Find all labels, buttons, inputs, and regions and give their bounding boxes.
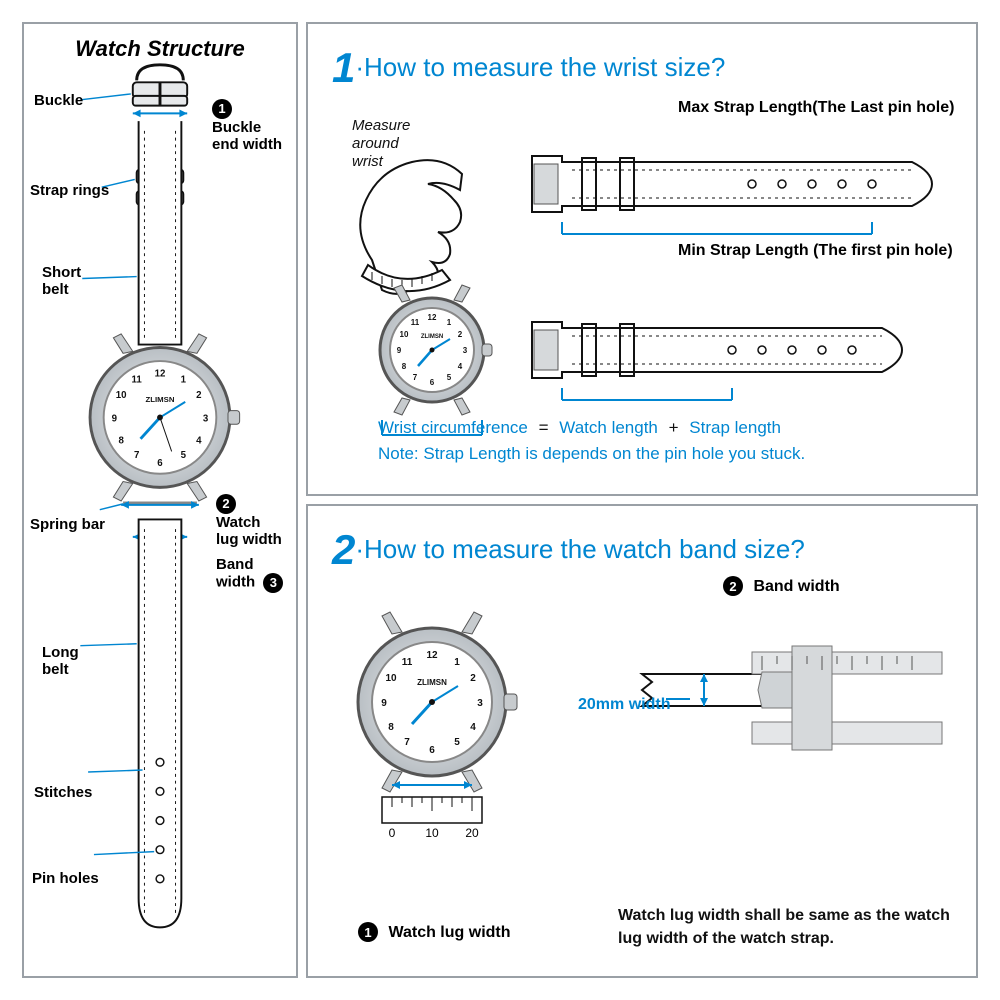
svg-text:9: 9 [381,698,387,709]
svg-text:10: 10 [400,330,409,339]
svg-text:2: 2 [470,673,476,684]
svg-text:10: 10 [116,390,127,401]
svg-text:1: 1 [181,374,187,385]
label-long-belt: Long belt [42,644,79,678]
label-spring-bar: Spring bar [30,516,105,533]
section-wrist-size: 1·How to measure the wrist size? Measure [306,22,978,496]
label-short-belt: Short belt [42,264,81,298]
tick-0: 0 [389,826,396,840]
section1-diagram: Measure around wrist [332,110,952,440]
label-stitches: Stitches [34,784,92,801]
label-strap-rings: Strap rings [30,182,109,199]
section1-title: 1·How to measure the wrist size? [332,44,952,92]
svg-text:10: 10 [385,673,397,684]
svg-text:5: 5 [181,450,187,461]
help-text: Watch lug width shall be same as the wat… [618,905,952,950]
section2-diagram: 12 12 3 45 6 78 9 10 11 ZLIMSN [332,592,952,892]
svg-text:6: 6 [429,745,435,756]
brand-text: ZLIMSN [146,395,175,404]
svg-text:11: 11 [132,374,143,385]
svg-text:6: 6 [430,378,435,387]
section-band-size: 2·How to measure the watch band size? 12… [306,504,978,978]
svg-text:4: 4 [196,436,202,447]
tick-20: 20 [465,826,479,840]
svg-text:3: 3 [203,413,209,424]
svg-text:around: around [352,135,399,152]
band-width-callout: 2 Band width [723,576,840,596]
svg-text:wrist: wrist [352,153,384,170]
svg-text:11: 11 [402,657,413,668]
note-text: Note: Strap Length is depends on the pin… [378,441,952,467]
svg-text:1: 1 [454,657,460,668]
svg-text:5: 5 [454,737,460,748]
watch-structure-diagram: 1212 345 678 91011 ZLIMSN [24,24,296,953]
tick-10: 10 [425,826,439,840]
lug-width-callout: 1 Watch lug width [358,922,511,942]
section2-title: 2·How to measure the watch band size? [332,526,952,574]
svg-text:3: 3 [477,698,483,709]
label-buckle: Buckle [34,92,83,109]
label-band-width: Band width 3 [216,556,283,593]
svg-text:1: 1 [447,318,452,327]
svg-text:2: 2 [458,330,463,339]
label-buckle-end-width: 1 Buckle end width [212,99,282,154]
svg-text:3: 3 [463,346,468,355]
max-strap-label: Max Strap Length(The Last pin hole) [678,99,954,117]
svg-text:5: 5 [447,373,452,382]
watch-structure-panel: Watch Structure [22,22,298,978]
svg-text:9: 9 [112,413,118,424]
svg-text:7: 7 [134,450,139,461]
label-lug-width: 2 Watch lug width [216,494,282,549]
width-arrow [666,698,690,700]
badge-2: 2 [216,494,236,514]
svg-text:ZLIMSN: ZLIMSN [421,334,443,340]
badge-1: 1 [212,99,232,119]
svg-text:12: 12 [155,369,166,380]
svg-text:7: 7 [413,373,418,382]
svg-text:8: 8 [388,722,394,733]
svg-text:7: 7 [404,737,410,748]
right-column: 1·How to measure the wrist size? Measure [306,22,978,978]
label-pin-holes: Pin holes [32,870,99,887]
svg-text:6: 6 [157,458,163,469]
svg-text:11: 11 [411,318,420,327]
svg-text:4: 4 [458,362,463,371]
svg-text:2: 2 [196,390,202,401]
svg-text:8: 8 [402,362,407,371]
svg-text:8: 8 [118,436,124,447]
infographic-root: Watch Structure [22,22,978,978]
formula-block: Wrist circumference = Watch length + Str… [378,415,952,466]
svg-text:9: 9 [397,346,402,355]
wrist-hint-line1: Measure [352,117,410,134]
width-value: 20mm width [578,696,670,714]
svg-text:12: 12 [426,650,438,661]
svg-text:4: 4 [470,722,476,733]
svg-text:ZLIMSN: ZLIMSN [417,678,447,687]
svg-text:12: 12 [428,313,437,322]
min-strap-label: Min Strap Length (The first pin hole) [678,242,953,260]
badge-3: 3 [263,573,283,593]
